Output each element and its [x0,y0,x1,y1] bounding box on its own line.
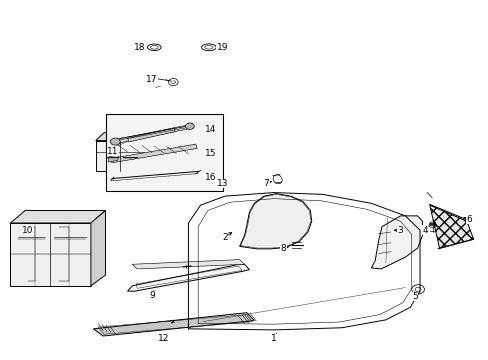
Polygon shape [93,313,254,336]
Polygon shape [144,133,153,171]
Text: 6: 6 [465,215,471,224]
Text: 8: 8 [280,244,286,253]
Text: 1: 1 [270,334,276,343]
Text: 16: 16 [204,173,216,182]
Text: 14: 14 [204,125,216,134]
Polygon shape [10,223,91,286]
Polygon shape [370,216,422,269]
Text: 10: 10 [22,226,33,235]
Text: 17: 17 [146,75,157,84]
Polygon shape [91,211,105,286]
Text: 2: 2 [222,233,227,242]
Circle shape [110,138,120,145]
Polygon shape [127,128,175,142]
Polygon shape [96,133,153,140]
FancyBboxPatch shape [105,114,222,191]
Text: 15: 15 [204,149,216,158]
Text: 13: 13 [216,179,228,188]
Polygon shape [239,194,311,249]
Polygon shape [108,155,119,162]
Text: 7: 7 [263,179,269,188]
Text: 19: 19 [216,43,228,52]
Text: 18: 18 [134,43,145,52]
Polygon shape [110,125,192,144]
Polygon shape [10,211,105,223]
Text: 9: 9 [149,291,154,300]
Circle shape [185,123,194,130]
Polygon shape [429,205,473,248]
Text: 5: 5 [411,292,417,301]
Text: 4: 4 [421,226,427,235]
Polygon shape [127,264,249,291]
Text: 11: 11 [107,147,119,156]
Polygon shape [110,144,197,163]
Text: 12: 12 [158,334,169,343]
Polygon shape [132,260,244,269]
Polygon shape [96,140,144,171]
Text: 3: 3 [397,226,403,235]
